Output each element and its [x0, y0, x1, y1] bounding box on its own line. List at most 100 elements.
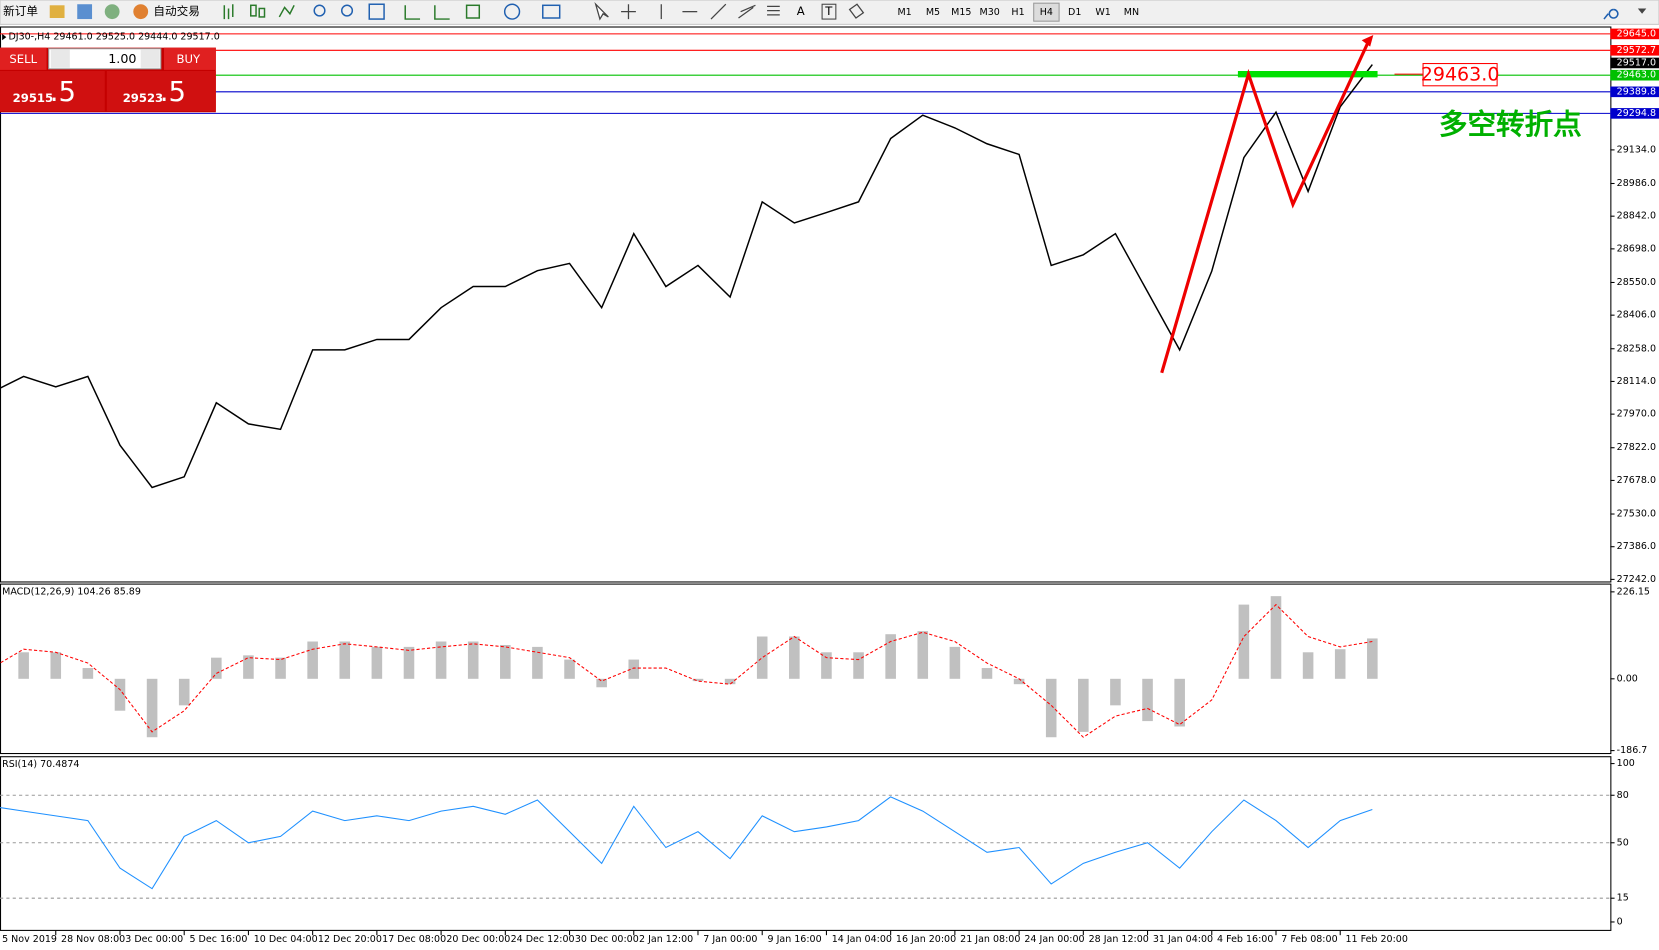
macd-bar	[564, 659, 575, 679]
macd-bar	[981, 668, 993, 679]
timeframe-button[interactable]: MN	[1124, 7, 1139, 18]
y-tick-label: 15	[1617, 893, 1629, 904]
macd-bar	[146, 678, 158, 738]
macd-bar	[1367, 638, 1378, 679]
main-chart-panel	[0, 26, 1612, 583]
macd-bar	[371, 646, 383, 679]
sell-label[interactable]: SELL	[9, 52, 37, 66]
panel-title: MACD(12,26,9) 104.26 85.89	[2, 587, 141, 598]
auto-trading-icon[interactable]	[133, 4, 149, 20]
buy-price-box[interactable]	[106, 70, 216, 112]
y-tick-label: 27822.0	[1617, 442, 1656, 453]
active-timeframe[interactable]	[1033, 2, 1060, 22]
level-tag	[1610, 86, 1659, 98]
drawing-tools[interactable]	[594, 2, 865, 21]
y-tick-label: 28258.0	[1617, 343, 1656, 354]
x-tick-label: 16 Jan 20:00	[896, 934, 956, 945]
x-tick-label: 12 Dec 20:00	[318, 934, 382, 945]
y-tick-label: 80	[1617, 790, 1629, 801]
y-tick-label: 27242.0	[1617, 574, 1656, 585]
icon[interactable]	[77, 4, 93, 20]
level-tag	[1610, 108, 1659, 119]
icon[interactable]	[49, 5, 65, 19]
label-tool[interactable]: T	[824, 4, 833, 18]
y-tick-label: 0	[1617, 916, 1623, 927]
timeframe-button[interactable]: M5	[926, 7, 940, 18]
arrow-head	[1361, 34, 1374, 47]
x-tick-label: 14 Jan 04:00	[832, 934, 892, 945]
macd-bar	[756, 636, 768, 679]
macd-bar	[1013, 678, 1025, 685]
timeframe-button[interactable]: M1	[897, 7, 911, 18]
level-tag	[1610, 57, 1659, 69]
timeframe-button[interactable]: D1	[1068, 7, 1081, 18]
macd-bar	[532, 646, 543, 679]
macd-bar	[724, 678, 736, 685]
macd-bar	[114, 678, 126, 711]
macd-bar	[628, 659, 640, 679]
sell-price-box[interactable]	[0, 70, 105, 112]
macd-bar	[243, 655, 254, 679]
macd-bar	[1110, 678, 1121, 706]
lot-down[interactable]	[50, 49, 70, 68]
x-tick-label: 28 Nov 08:00	[61, 934, 125, 945]
y-tick-label: 29134.0	[1617, 144, 1656, 155]
macd-bar	[1270, 596, 1282, 679]
label-frame[interactable]	[821, 3, 837, 20]
x-tick-label: 20 Dec 00:00	[446, 934, 510, 945]
y-tick-label: 28114.0	[1617, 376, 1656, 387]
level-label: 29294.8	[1617, 108, 1656, 119]
x-tick-label: 24 Dec 12:00	[511, 934, 575, 945]
macd-bar	[1045, 678, 1057, 738]
macd-bar	[82, 668, 94, 679]
timeframe-button[interactable]: W1	[1095, 7, 1110, 18]
lot-value[interactable]: 1.00	[108, 51, 136, 66]
rsi-panel	[0, 756, 1612, 931]
timeframe-button[interactable]: H4	[1040, 7, 1053, 18]
timeframe-button[interactable]: H1	[1011, 7, 1024, 18]
buy-label[interactable]: BUY	[177, 52, 201, 66]
macd-bar	[50, 652, 62, 679]
dropdown[interactable]	[1637, 8, 1647, 14]
y-tick-label: -186.7	[1617, 745, 1648, 756]
lot-field[interactable]	[48, 48, 162, 70]
level-label: 29389.8	[1617, 86, 1656, 97]
macd-bar	[692, 678, 704, 682]
new-order-button[interactable]: 新订单	[3, 4, 38, 18]
buy-price: 29523	[123, 91, 163, 105]
text-tool[interactable]: A	[797, 4, 805, 18]
x-tick-label: 7 Jan 00:00	[703, 934, 757, 945]
one-click-panel: SELL 1.00 BUY 29515 .5 29523 .5	[0, 47, 216, 113]
tool-icons[interactable]	[223, 3, 561, 20]
x-tick-label: 30 Dec 00:00	[575, 934, 639, 945]
icon[interactable]	[104, 4, 120, 20]
sell-button[interactable]	[0, 47, 47, 70]
drawn-zigzag[interactable]	[1160, 41, 1370, 374]
x-tick-label: 28 Jan 12:00	[1089, 934, 1149, 945]
x-tick-label: 31 Jan 04:00	[1153, 934, 1213, 945]
y-tick-label: 28698.0	[1617, 243, 1656, 254]
sell-price: 29515	[13, 91, 53, 105]
x-tick-label: 10 Dec 04:00	[254, 934, 318, 945]
x-tick-label: 24 Jan 00:00	[1024, 934, 1084, 945]
buy-button[interactable]	[163, 47, 216, 70]
timeframe-button[interactable]: M30	[980, 7, 1000, 18]
y-tick-label: 27386.0	[1617, 541, 1656, 552]
timeframe-button[interactable]: M15	[951, 7, 971, 18]
search-icon[interactable]	[1603, 8, 1619, 20]
macd-bar	[821, 652, 832, 679]
lot-up[interactable]	[140, 49, 160, 68]
x-tick-label: 11 Feb 20:00	[1346, 934, 1408, 945]
sell-price-frac: .5	[50, 76, 76, 108]
macd-bar	[1142, 678, 1153, 722]
collapse-marker	[2, 33, 7, 41]
auto-trading-button[interactable]: 自动交易	[153, 4, 199, 18]
level-label: 29572.7	[1617, 45, 1656, 56]
level-label: 29517.0	[1617, 57, 1656, 68]
x-tick-label: 5 Nov 2019	[2, 934, 57, 945]
level-label: 29645.0	[1617, 28, 1656, 39]
panel-title: RSI(14) 70.4874	[2, 759, 79, 770]
macd-bar	[789, 636, 800, 679]
x-tick-label: 7 Feb 08:00	[1281, 934, 1337, 945]
buy-price-frac: .5	[160, 76, 186, 108]
